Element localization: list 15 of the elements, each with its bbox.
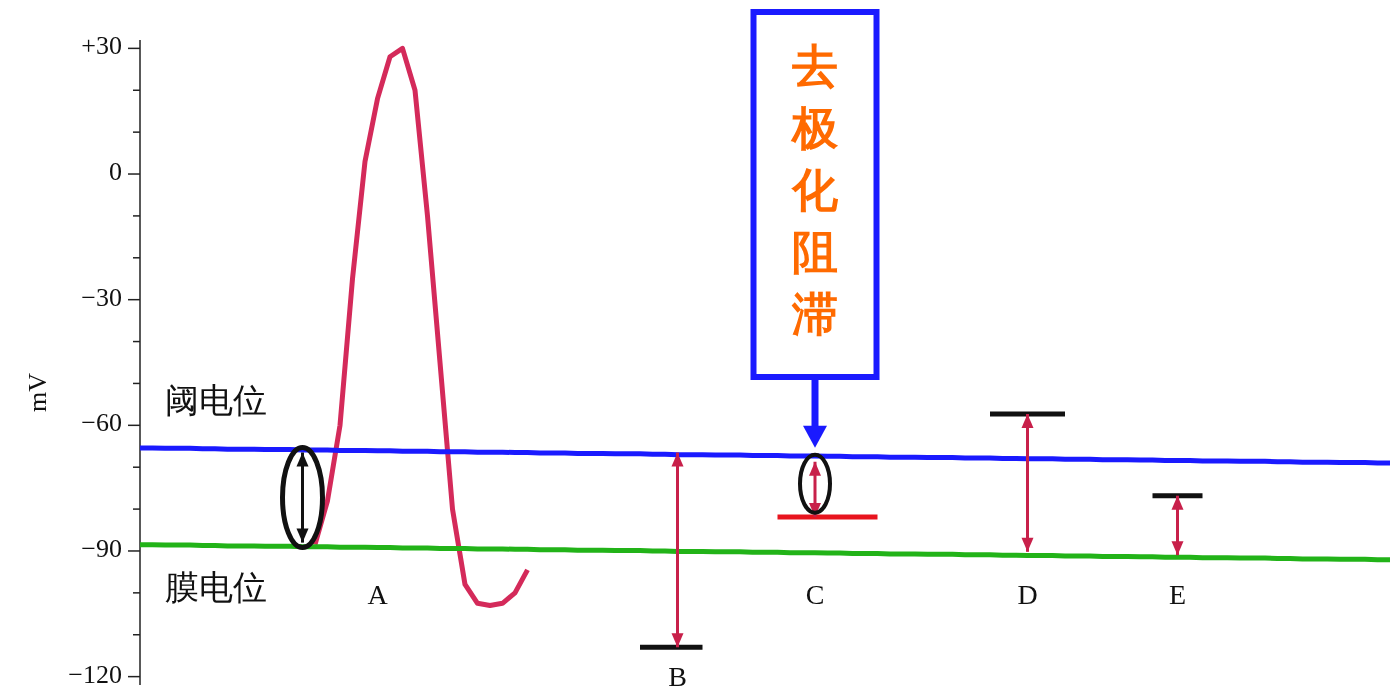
x-tick-label: D: [1017, 579, 1038, 611]
y-tick-label: −90: [81, 533, 122, 563]
annotation: 阈电位: [165, 380, 267, 421]
y-axis-title: mV: [22, 372, 52, 412]
x-tick-label: C: [805, 579, 825, 611]
y-tick-label: −30: [81, 282, 122, 312]
y-tick-label: −60: [81, 408, 122, 438]
y-tick-label: 0: [109, 156, 122, 186]
y-tick-label: −120: [68, 659, 122, 689]
x-tick-label: A: [367, 579, 389, 611]
annotation: 去极化阻滞: [790, 39, 839, 341]
y-tick-label: +30: [81, 31, 122, 61]
x-tick-label: E: [1168, 579, 1187, 611]
x-tick-label: B: [668, 660, 687, 692]
annotation: 膜电位: [165, 567, 267, 608]
